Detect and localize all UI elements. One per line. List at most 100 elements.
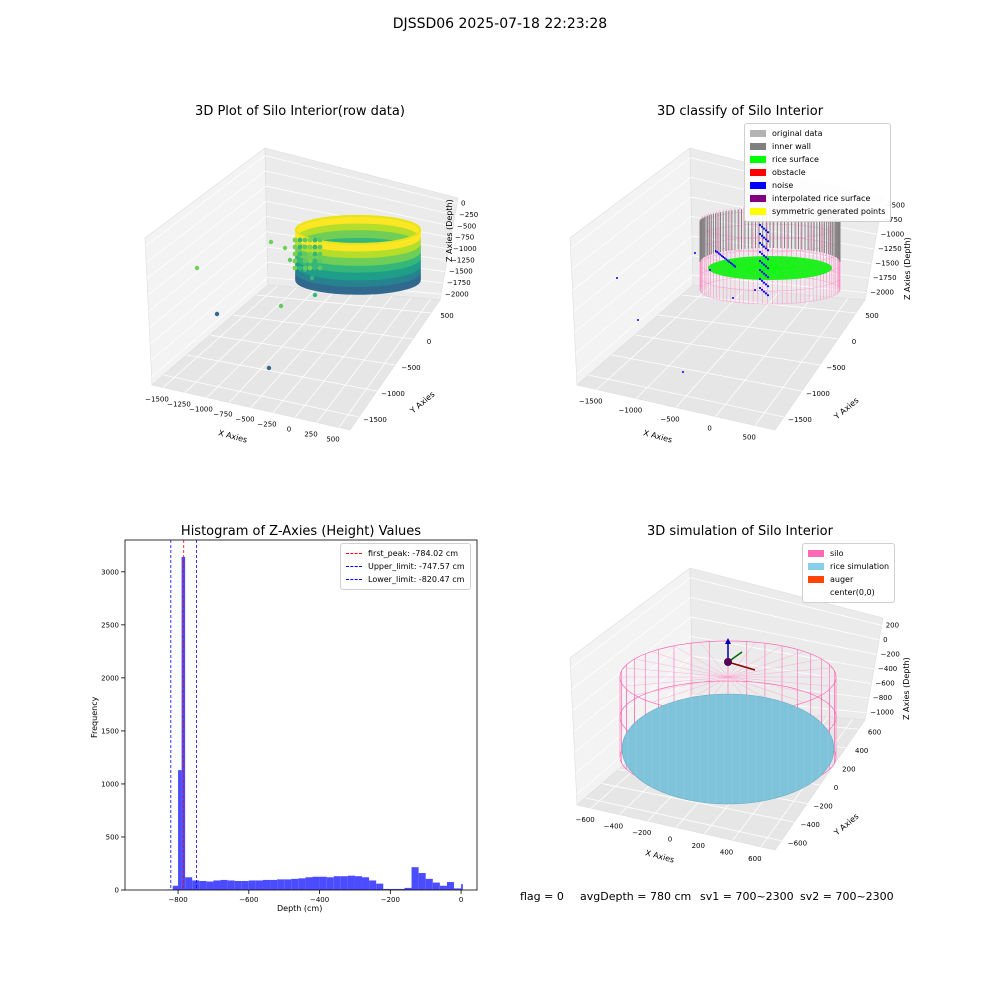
z-tick-label: −2000 bbox=[870, 289, 894, 297]
histogram-bar bbox=[333, 876, 341, 890]
histogram-bar bbox=[446, 882, 455, 890]
panel2-legend: original data inner wall rice surface obsta… bbox=[744, 123, 892, 222]
noise-point bbox=[762, 236, 766, 239]
rice-surface-point bbox=[748, 262, 751, 265]
rice-surface-point bbox=[807, 267, 810, 270]
z-tick-label: −1500 bbox=[875, 260, 899, 268]
legend-swatch bbox=[750, 208, 766, 215]
z-tick-label: −1750 bbox=[447, 279, 471, 287]
y-tick-label: −1500 bbox=[788, 416, 812, 424]
noise-point bbox=[766, 285, 770, 288]
rice-surface-point bbox=[782, 275, 784, 277]
histogram-bar bbox=[199, 880, 207, 890]
noise-point bbox=[728, 260, 730, 263]
noise-point bbox=[760, 288, 764, 291]
raw-point bbox=[307, 251, 313, 257]
legend-swatch bbox=[750, 156, 766, 163]
raw-point bbox=[282, 245, 288, 251]
y-tick-label: 500 bbox=[865, 312, 878, 320]
rice-surface-point bbox=[792, 257, 795, 260]
rice-surface-point bbox=[769, 267, 772, 270]
simulation-3d-plot[interactable]: −600 −400 −200 0 200 400 600 600 400 200 0 −200 −40… bbox=[565, 550, 905, 880]
z-tick-label: −200 bbox=[881, 650, 900, 658]
raw-point bbox=[302, 251, 308, 257]
histogram-bar bbox=[213, 880, 221, 890]
histogram-bar bbox=[397, 888, 405, 890]
x-tick-label: −400 bbox=[604, 823, 623, 831]
rice-surface-point bbox=[758, 262, 760, 265]
legend-label: first_peak: -784.02 cm bbox=[368, 549, 459, 558]
legend-label: silo bbox=[830, 549, 844, 558]
rice-surface-point bbox=[721, 262, 724, 265]
raw-point bbox=[268, 239, 274, 245]
legend-label: symmetric generated points bbox=[772, 207, 886, 216]
y-tick-label: −600 bbox=[788, 840, 807, 848]
x-tick-label: −1250 bbox=[167, 401, 191, 409]
panel1-back-panes bbox=[144, 147, 459, 431]
raw-point-ring bbox=[294, 214, 422, 246]
noise-point bbox=[724, 257, 726, 260]
status-flag: flag = 0 bbox=[520, 890, 564, 903]
panel4-title: 3D simulation of Silo Interior bbox=[647, 524, 833, 539]
raw-point bbox=[292, 244, 298, 250]
rice-simulation-surface bbox=[621, 693, 835, 805]
rice-surface-point bbox=[766, 262, 768, 265]
noise-point bbox=[760, 243, 764, 246]
z-tick-label: −1250 bbox=[451, 256, 475, 264]
rice-surface-point bbox=[755, 277, 758, 280]
legend-entry: Upper_limit: -747.57 cm bbox=[346, 560, 465, 573]
histogram-bar bbox=[227, 880, 235, 890]
rice-surface-point bbox=[791, 263, 794, 266]
legend-swatch bbox=[808, 576, 824, 583]
noise-point bbox=[762, 245, 766, 248]
rice-surface-point bbox=[715, 264, 718, 267]
legend-entry: first_peak: -784.02 cm bbox=[346, 547, 465, 560]
x-tick-label: 0 bbox=[668, 836, 672, 844]
z-tick-label: −750 bbox=[883, 216, 902, 224]
histogram-bar bbox=[291, 878, 299, 890]
histogram-chart[interactable]: −800 −600 −400 −200 0 0 500 1000 1500 2000 2500 30… bbox=[80, 535, 490, 920]
x-tick-label: 0 bbox=[459, 896, 463, 904]
noise-point bbox=[762, 227, 766, 230]
z-tick-label: 0 bbox=[883, 636, 887, 644]
noise-point bbox=[718, 252, 720, 255]
silo-spoke bbox=[623, 667, 833, 687]
raw-point bbox=[312, 258, 318, 264]
rice-surface-point bbox=[742, 275, 745, 278]
legend-swatch bbox=[346, 579, 362, 580]
noise-point bbox=[758, 250, 762, 254]
y-tick-label: 500 bbox=[440, 312, 453, 320]
legend-swatch bbox=[750, 169, 766, 176]
noise-point bbox=[732, 297, 734, 299]
noise-point bbox=[730, 262, 732, 264]
raw-point bbox=[312, 237, 318, 243]
y-tick-label: 200 bbox=[842, 765, 855, 773]
rice-surface-point bbox=[748, 266, 751, 269]
panel4-z-ticks: 200 0 −200 −400 −600 −800 −1000 bbox=[870, 621, 900, 716]
histogram-xlabel: Depth (cm) bbox=[277, 904, 323, 913]
raw-point bbox=[287, 257, 293, 263]
y-tick-label: 2000 bbox=[101, 674, 119, 682]
y-tick-label: 1000 bbox=[101, 780, 119, 788]
y-tick-label: 3000 bbox=[101, 568, 119, 576]
raw-point bbox=[317, 251, 323, 257]
legend-entry: center(0,0) bbox=[808, 586, 889, 599]
legend-entry: rice simulation bbox=[808, 560, 889, 573]
rice-surface-point bbox=[793, 264, 796, 267]
histogram-bar bbox=[319, 876, 327, 890]
rice-surface-point bbox=[806, 273, 808, 276]
rice-surface-point bbox=[758, 273, 761, 276]
histogram-bar bbox=[255, 880, 263, 890]
raw-point bbox=[317, 258, 323, 264]
x-tick-label: −600 bbox=[239, 896, 258, 904]
y-tick-label: 1500 bbox=[101, 727, 119, 735]
rice-surface-point bbox=[778, 271, 781, 274]
rice-surface-point bbox=[761, 265, 764, 268]
auger-x-arm bbox=[727, 661, 756, 671]
histogram-bar bbox=[326, 877, 334, 890]
noise-point bbox=[637, 319, 639, 321]
histogram-frame bbox=[124, 539, 478, 891]
noise-point bbox=[734, 265, 736, 268]
raw-point bbox=[309, 275, 315, 281]
